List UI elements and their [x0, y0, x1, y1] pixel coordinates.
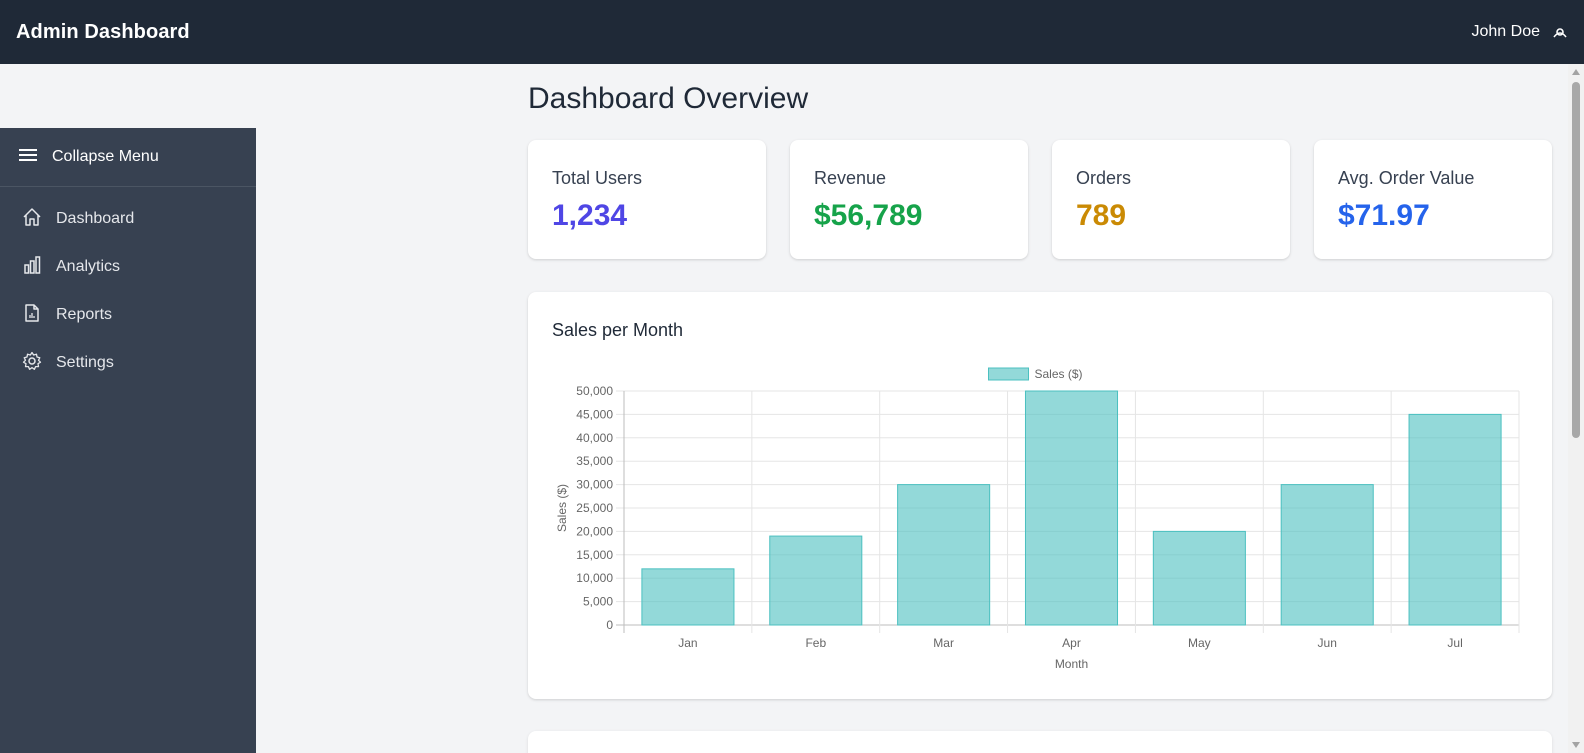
sidebar-item-label: Dashboard: [56, 210, 135, 227]
y-tick-label: 20,000: [576, 524, 613, 538]
report-document-icon: [22, 303, 42, 328]
chart-card-title: Sales per Month: [552, 320, 684, 340]
user-name: John Doe: [1471, 23, 1541, 40]
y-axis-title: Sales ($): [555, 484, 569, 532]
sidebar-item-reports[interactable]: Reports: [0, 291, 256, 339]
sales-chart-card: Sales per Month 0 5,000 10,000 15,000 20,000…: [528, 292, 1552, 699]
stat-card-total-users: Total Users 1,234: [528, 140, 766, 259]
stat-card-avg-order-value: Avg. Order Value $71.97: [1314, 140, 1552, 259]
bar-mar: [897, 484, 991, 626]
y-tick-label: 45,000: [576, 407, 613, 421]
sidebar-item-label: Analytics: [56, 258, 121, 275]
bar-feb: [769, 535, 863, 626]
stat-value: 789: [1076, 199, 1127, 232]
sidebar: Collapse Menu Dashboard Analytics: [0, 128, 256, 753]
sidebar-item-analytics[interactable]: Analytics: [0, 243, 256, 291]
sidebar-item-dashboard[interactable]: Dashboard: [0, 195, 256, 243]
y-tick-label: 10,000: [576, 571, 613, 585]
y-tick-label: 35,000: [576, 454, 613, 468]
y-tick-label: 40,000: [576, 431, 613, 445]
stat-card-orders: Orders 789: [1052, 140, 1290, 259]
x-tick-label: Jun: [1318, 636, 1337, 650]
legend-swatch: [988, 367, 1029, 381]
top-navbar: Admin Dashboard John Doe: [0, 0, 1584, 64]
x-tick-label: May: [1188, 636, 1211, 650]
x-axis-title: Month: [1055, 657, 1088, 671]
page-scrollbar[interactable]: [1568, 64, 1584, 753]
x-tick-label: Apr: [1062, 636, 1081, 650]
y-tick-label: 5,000: [583, 595, 613, 609]
stat-card-revenue: Revenue $56,789: [790, 140, 1028, 259]
stat-label: Orders: [1076, 168, 1132, 188]
collapse-menu-button[interactable]: Collapse Menu: [0, 128, 256, 187]
collapse-menu-label: Collapse Menu: [52, 148, 159, 165]
sidebar-item-settings[interactable]: Settings: [0, 339, 256, 387]
page-title: Dashboard Overview: [528, 82, 809, 115]
y-tick-label: 0: [606, 618, 613, 632]
stat-label: Avg. Order Value: [1338, 168, 1475, 188]
y-tick-label: 25,000: [576, 501, 613, 515]
user-menu-icon[interactable]: [1552, 24, 1568, 40]
home-icon: [22, 207, 42, 232]
main-content: Dashboard Overview Total Users 1,234 Rev…: [528, 64, 1552, 753]
x-tick-label: Feb: [805, 636, 826, 650]
bar-apr: [1024, 390, 1119, 626]
x-tick-label: Jan: [678, 636, 697, 650]
stat-value: $71.97: [1338, 199, 1430, 232]
legend-label: Sales ($): [1035, 367, 1083, 381]
user-menu[interactable]: John Doe: [1472, 23, 1569, 41]
bar-jan: [641, 568, 735, 626]
app-title: Admin Dashboard: [16, 20, 190, 43]
scroll-down-arrow-icon[interactable]: [1572, 742, 1580, 748]
stat-label: Revenue: [814, 168, 887, 188]
stat-value: 1,234: [552, 199, 628, 232]
sidebar-item-label: Settings: [56, 354, 114, 371]
bar-chart-icon: [22, 255, 42, 280]
bar-jul: [1408, 413, 1502, 626]
x-tick-label: Mar: [933, 636, 954, 650]
hamburger-icon: [18, 147, 38, 168]
bar-may: [1152, 530, 1246, 626]
x-tick-label: Jul: [1447, 636, 1462, 650]
y-tick-label: 15,000: [576, 548, 613, 562]
stat-value: $56,789: [814, 199, 923, 232]
bar-jun: [1280, 484, 1374, 626]
y-tick-label: 50,000: [576, 384, 613, 398]
stat-label: Total Users: [552, 168, 643, 188]
scroll-up-arrow-icon[interactable]: [1572, 69, 1580, 75]
sidebar-nav: Dashboard Analytics Reports: [0, 187, 256, 387]
sales-bar-chart: 0 5,000 10,000 15,000 20,000 25,000 30,000 35,0…: [555, 367, 1520, 671]
scroll-thumb[interactable]: [1572, 82, 1580, 438]
gear-icon: [22, 351, 42, 376]
sidebar-item-label: Reports: [56, 306, 113, 323]
stats-row: Total Users 1,234 Revenue $56,789 Orders…: [528, 140, 1552, 259]
next-card: [528, 731, 1552, 753]
y-tick-label: 30,000: [576, 478, 613, 492]
